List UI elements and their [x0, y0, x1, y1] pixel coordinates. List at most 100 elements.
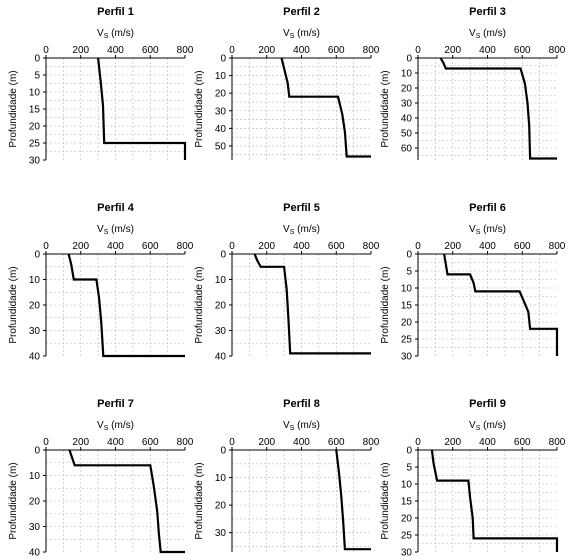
x-axis-label: VS (m/s) — [283, 224, 320, 236]
x-tick-label: 400 — [293, 437, 310, 448]
x-axis-label: VS (m/s) — [469, 420, 506, 432]
x-tick-label: 200 — [444, 241, 461, 252]
y-tick-label: 5 — [406, 463, 412, 474]
x-tick-label: 800 — [363, 437, 380, 448]
x-axis-label-sub: S — [104, 229, 109, 236]
profile-line — [68, 449, 185, 554]
y-axis-label: Profundidade (m) — [8, 70, 19, 147]
y-tick-label: 30 — [401, 99, 413, 110]
profile-line — [335, 449, 371, 551]
chart-panel: 0 200 400 600 800 0 10 20 30 40 Perfil 5 VS (m/s) Pr… — [194, 202, 380, 363]
y-tick-label: 50 — [401, 129, 413, 140]
y-tick-label: 40 — [215, 352, 227, 363]
y-axis-label: Profundidade (m) — [380, 70, 391, 147]
x-axis-label: VS (m/s) — [97, 28, 134, 40]
y-tick-label: 20 — [401, 318, 413, 329]
x-axis-label-main: V — [469, 420, 476, 431]
x-axis-label-unit: (m/s) — [108, 420, 134, 431]
x-tick-label: 400 — [107, 45, 124, 56]
y-tick-label: 0 — [406, 446, 412, 457]
chart-title: Perfil 2 — [283, 6, 320, 18]
x-axis-label-unit: (m/s) — [294, 28, 320, 39]
x-tick-label: 200 — [444, 437, 461, 448]
y-tick-label: 10 — [215, 71, 227, 82]
y-tick-label: 60 — [401, 144, 413, 155]
profile-line — [430, 449, 559, 552]
x-axis-label-sub: S — [476, 425, 481, 432]
x-axis-label-unit: (m/s) — [294, 420, 320, 431]
x-axis-label-unit: (m/s) — [108, 224, 134, 235]
y-tick-label: 30 — [29, 156, 41, 167]
y-tick-label: 10 — [29, 88, 41, 99]
x-tick-label: 400 — [293, 241, 310, 252]
x-axis-label-main: V — [469, 28, 476, 39]
x-tick-label: 400 — [479, 241, 496, 252]
y-axis-label: Profundidade (m) — [194, 266, 205, 343]
x-tick-label: 800 — [549, 45, 566, 56]
x-axis-label-unit: (m/s) — [480, 420, 506, 431]
y-tick-label: 0 — [406, 54, 412, 65]
y-tick-label: 10 — [29, 275, 41, 286]
x-axis-label-sub: S — [476, 33, 481, 40]
y-tick-label: 40 — [215, 124, 227, 135]
y-axis-label: Profundidade (m) — [194, 462, 205, 539]
y-tick-label: 30 — [215, 326, 227, 337]
x-axis-label-sub: S — [104, 33, 109, 40]
y-tick-label: 10 — [215, 473, 227, 484]
y-tick-label: 30 — [29, 522, 41, 533]
x-tick-label: 200 — [72, 241, 89, 252]
chart-title: Perfil 3 — [469, 6, 506, 18]
y-tick-label: 20 — [215, 301, 227, 312]
y-axis-label: Profundidade (m) — [8, 462, 19, 539]
x-axis-label-sub: S — [476, 229, 481, 236]
x-tick-label: 0 — [415, 241, 421, 252]
x-tick-label: 200 — [72, 437, 89, 448]
x-axis-label-unit: (m/s) — [294, 224, 320, 235]
chart-title: Perfil 7 — [97, 398, 134, 410]
x-axis-label-main: V — [283, 28, 290, 39]
x-tick-label: 0 — [229, 241, 235, 252]
x-tick-label: 600 — [328, 437, 345, 448]
y-tick-label: 0 — [220, 250, 226, 261]
x-tick-label: 400 — [107, 437, 124, 448]
chart-panel: 0 200 400 600 800 0 10 20 30 40 50 Perfil 2 VS (m/s)… — [194, 6, 380, 160]
x-tick-label: 600 — [328, 241, 345, 252]
x-axis-label-sub: S — [290, 425, 295, 432]
y-tick-label: 0 — [34, 54, 40, 65]
y-tick-label: 10 — [401, 284, 413, 295]
y-tick-label: 25 — [29, 139, 41, 150]
y-tick-label: 20 — [29, 122, 41, 133]
y-tick-label: 15 — [401, 497, 413, 508]
chart-title: Perfil 8 — [283, 398, 320, 410]
y-tick-label: 10 — [215, 275, 227, 286]
x-tick-label: 0 — [415, 437, 421, 448]
y-tick-label: 40 — [401, 114, 413, 125]
x-tick-label: 0 — [229, 45, 235, 56]
x-tick-label: 800 — [177, 241, 194, 252]
y-axis-label: Profundidade (m) — [380, 266, 391, 343]
profile-line — [280, 57, 371, 158]
x-axis-label-sub: S — [104, 425, 109, 432]
x-tick-label: 600 — [514, 241, 531, 252]
x-axis-label: VS (m/s) — [97, 224, 134, 236]
y-tick-label: 15 — [401, 301, 413, 312]
y-tick-label: 30 — [215, 106, 227, 117]
chart-panel: 0 200 400 600 800 0 5 10 15 20 25 30 Perfil 6 VS (m/s… — [380, 202, 566, 363]
x-axis-label-main: V — [97, 420, 104, 431]
chart-panel: 0 200 400 600 800 0 10 20 30 Perfil 8 VS (m/s) Prof… — [194, 398, 380, 552]
y-tick-label: 40 — [29, 548, 41, 559]
y-tick-label: 0 — [220, 446, 226, 457]
x-tick-label: 400 — [479, 437, 496, 448]
y-tick-label: 10 — [401, 480, 413, 491]
x-axis-label-main: V — [283, 224, 290, 235]
x-tick-label: 0 — [229, 437, 235, 448]
y-tick-label: 5 — [406, 267, 412, 278]
profile-line — [443, 253, 559, 356]
chart-panel: 0 200 400 600 800 0 5 10 15 20 25 30 Perfil 1 VS (m/s… — [8, 6, 194, 167]
chart-panel: 0 200 400 600 800 0 10 20 30 40 Perfil 7 VS (m/s) Pr… — [8, 398, 194, 559]
chart-panel: 0 200 400 600 800 0 10 20 30 40 50 60 Perfil 3 VS (m/… — [380, 6, 566, 160]
x-axis-label-sub: S — [290, 33, 295, 40]
x-axis-label: VS (m/s) — [97, 420, 134, 432]
x-tick-label: 600 — [514, 437, 531, 448]
x-tick-label: 200 — [444, 45, 461, 56]
